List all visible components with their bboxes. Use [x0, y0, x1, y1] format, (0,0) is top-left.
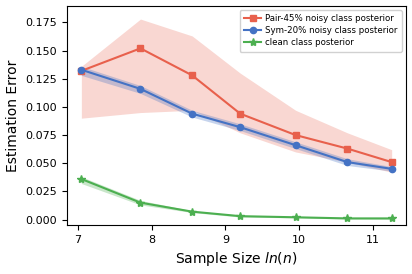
Sym-20% noisy class posterior	[79, 68, 84, 72]
X-axis label: Sample Size $ln(n)$: Sample Size $ln(n)$	[176, 250, 298, 269]
Sym-20% noisy class posterior	[190, 112, 194, 115]
clean class posterior	[190, 210, 194, 213]
Pair-45% noisy class posterior	[138, 47, 143, 50]
Line: Sym-20% noisy class posterior: Sym-20% noisy class posterior	[78, 67, 395, 172]
Pair-45% noisy class posterior	[293, 133, 298, 137]
Pair-45% noisy class posterior	[389, 161, 394, 164]
Pair-45% noisy class posterior	[345, 147, 350, 150]
Sym-20% noisy class posterior	[238, 125, 243, 129]
Sym-20% noisy class posterior	[138, 87, 143, 90]
clean class posterior	[79, 177, 84, 181]
clean class posterior	[389, 217, 394, 220]
Sym-20% noisy class posterior	[293, 144, 298, 147]
Pair-45% noisy class posterior	[238, 112, 243, 115]
clean class posterior	[345, 217, 350, 220]
clean class posterior	[138, 201, 143, 204]
Line: Pair-45% noisy class posterior: Pair-45% noisy class posterior	[78, 45, 395, 165]
Pair-45% noisy class posterior	[79, 69, 84, 73]
Y-axis label: Estimation Error: Estimation Error	[5, 59, 19, 172]
Sym-20% noisy class posterior	[345, 161, 350, 164]
Legend: Pair-45% noisy class posterior, Sym-20% noisy class posterior, clean class poste: Pair-45% noisy class posterior, Sym-20% …	[240, 10, 402, 52]
Line: clean class posterior: clean class posterior	[77, 175, 396, 222]
Pair-45% noisy class posterior	[190, 74, 194, 77]
clean class posterior	[293, 216, 298, 219]
clean class posterior	[238, 215, 243, 218]
Sym-20% noisy class posterior	[389, 167, 394, 170]
